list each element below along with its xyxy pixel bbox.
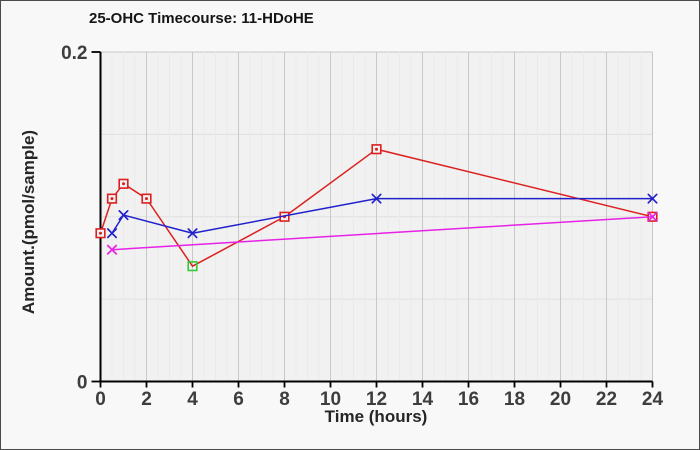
x-tick-label: 24 (642, 389, 664, 410)
x-axis-label: Time (hours) (324, 407, 428, 426)
x-tick-label: 4 (187, 389, 198, 410)
x-tick-label: 10 (320, 389, 341, 410)
series-red-squares (95, 144, 658, 267)
x-tick-label: 6 (233, 389, 244, 410)
marker-x (106, 244, 118, 255)
y-tick-label: 0 (77, 373, 88, 394)
x-tick-label: 14 (412, 389, 434, 410)
x-tick-label: 16 (458, 389, 479, 410)
y-tick-label: 0.2 (61, 43, 87, 64)
marker-square (187, 261, 198, 272)
chart-title: 25-OHC Timecourse: 11-HDoHE (89, 10, 314, 27)
marker-x (647, 211, 658, 222)
series-blue-x (106, 193, 658, 239)
x-ticks: 0 2 4 6 8 10 12 14 16 18 20 22 24 (95, 381, 664, 410)
series-magenta-x (106, 211, 658, 255)
x-tick-label: 22 (596, 389, 617, 410)
x-tick-label: 18 (504, 389, 525, 410)
y-ticks: 00.2 (61, 43, 101, 394)
marker-x (106, 228, 118, 239)
marker-x (371, 193, 382, 204)
x-tick-label: 12 (366, 389, 387, 410)
marker-x (118, 210, 129, 221)
x-tick-label: 2 (141, 389, 152, 410)
marker-x (187, 228, 198, 239)
x-tick-label: 0 (95, 389, 106, 410)
vertical-major-gridlines (146, 52, 653, 382)
x-tick-label: 20 (550, 389, 571, 410)
marker-x (647, 193, 658, 204)
series-green-flag-point (187, 261, 198, 272)
x-tick-label: 8 (279, 389, 290, 410)
